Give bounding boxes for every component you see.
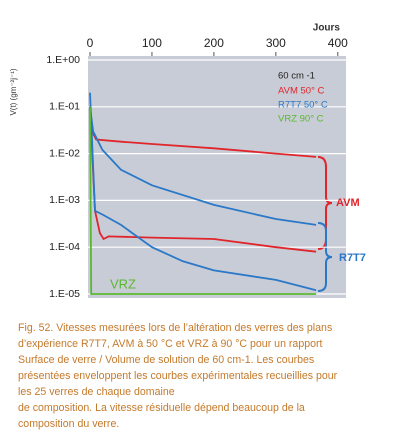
x-tick-label: 300 xyxy=(266,36,286,50)
y-tick-label: 1.E-05 xyxy=(49,288,80,300)
legend-label: R7T7 50° C xyxy=(278,100,328,111)
data-line xyxy=(89,106,317,226)
legend-label: AVM 50° C xyxy=(278,86,325,97)
x-tick-label: 200 xyxy=(204,36,224,50)
caption-line: présentées enveloppent les courbes expér… xyxy=(18,370,338,382)
data-line xyxy=(89,106,317,158)
y-tick-label: 1.E-04 xyxy=(49,241,80,253)
brace xyxy=(317,222,333,292)
data-line xyxy=(89,106,317,295)
annotation: R7T7 xyxy=(339,252,366,264)
x-axis-label: Jours xyxy=(313,23,341,34)
caption-line: composition du verre. xyxy=(18,418,120,430)
y-tick-label: 1.E-01 xyxy=(49,101,80,113)
caption-line: Fig. 52. Vitesses mesurées lors de l’alt… xyxy=(18,322,333,334)
data-line xyxy=(89,106,317,253)
x-tick-label: 0 xyxy=(87,36,94,50)
legend-note: 60 cm -1 xyxy=(278,71,315,82)
legend-label: VRZ 90° C xyxy=(278,114,324,125)
y-tick-label: 1.E-03 xyxy=(49,194,80,206)
y-axis-label: V(t) (gm⁻²j⁻¹) xyxy=(9,68,18,115)
x-tick-label: 400 xyxy=(328,36,348,50)
plot-background xyxy=(88,56,346,298)
caption: Fig. 52. Vitesses mesurées lors de l’alt… xyxy=(18,320,398,432)
caption-line: de composition. La vitesse résiduelle dé… xyxy=(18,402,305,414)
data-line xyxy=(89,92,317,292)
x-tick-label: 100 xyxy=(142,36,162,50)
chart: Jours V(t) (gm⁻²j⁻¹) 60 cm -1 1.E+00 1.E-… xyxy=(9,23,366,300)
caption-line: Surface de verre / Volume de solution de… xyxy=(18,354,315,366)
annotation: VRZ xyxy=(110,276,136,291)
y-tick-label: 1.E+00 xyxy=(46,54,80,66)
y-tick-label: 1.E-02 xyxy=(49,147,80,159)
annotation: AVM xyxy=(336,197,360,209)
caption-line: les 25 verres de chaque domaine xyxy=(18,386,175,398)
caption-line: d’expérience R7T7, AVM à 50 °C et VRZ à … xyxy=(18,338,323,350)
